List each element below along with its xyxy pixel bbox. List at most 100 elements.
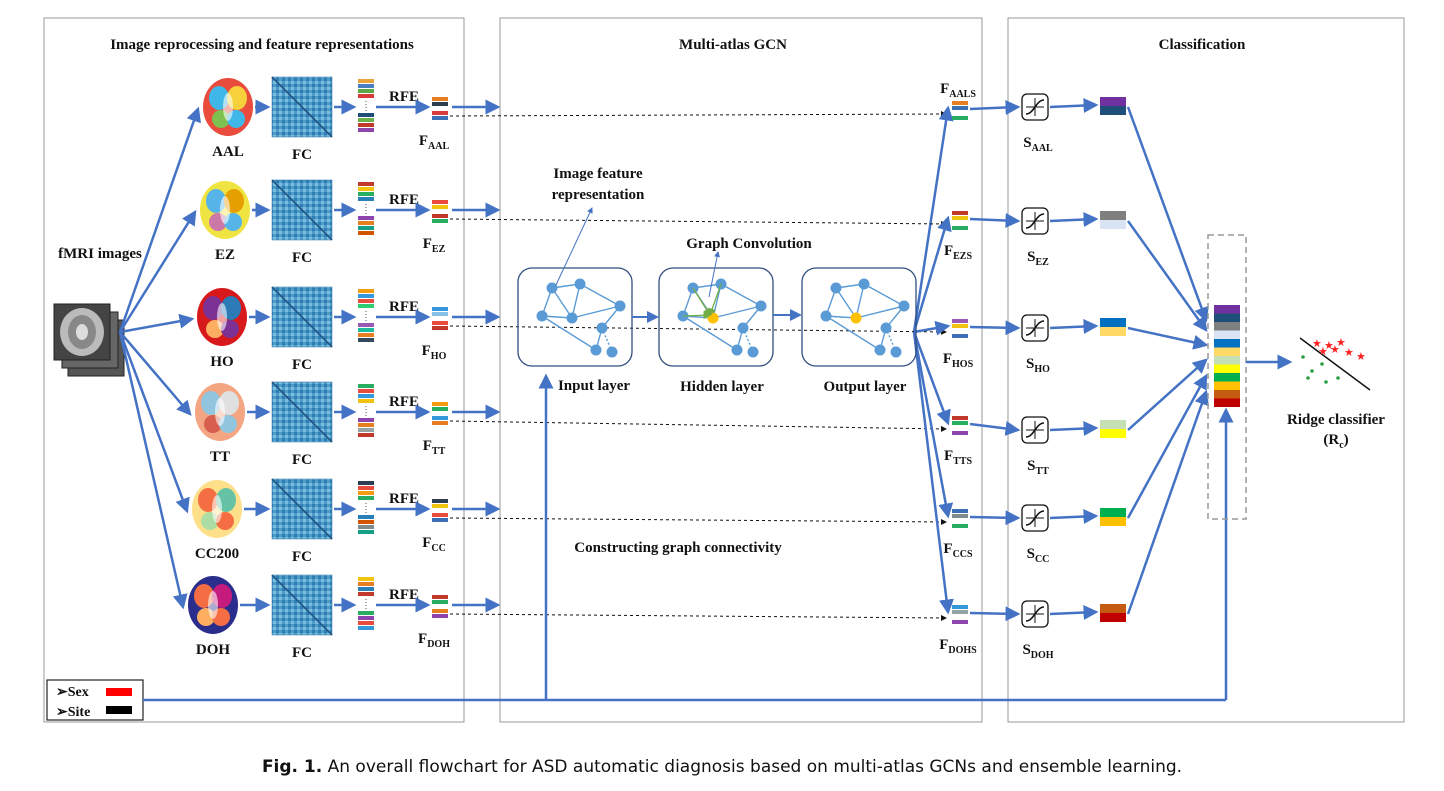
gcn-output-label: FHOS xyxy=(943,351,974,370)
atlas-row-doh: DOH FC RFE FDOH FDOHS SDOH xyxy=(118,331,1209,661)
brain-icon-tt xyxy=(195,383,245,441)
score-vector xyxy=(1100,508,1126,526)
rfe-label: RFE xyxy=(389,491,419,507)
atlas-name: EZ xyxy=(215,247,235,263)
feature-vector xyxy=(358,289,374,342)
svg-text:★: ★ xyxy=(1330,343,1340,356)
rfe-label: RFE xyxy=(389,299,419,315)
selected-feature-vector xyxy=(432,499,448,522)
selected-feature-vector xyxy=(432,402,448,425)
atlas-row-ez: EZ FC RFE FEZ FEZS SEZ xyxy=(118,179,1208,333)
ensemble-cell xyxy=(1214,390,1240,399)
gcn-output-vector xyxy=(952,101,968,120)
fc-label: FC xyxy=(292,549,312,565)
gcn-output-vector xyxy=(952,416,968,435)
atlas-name: AAL xyxy=(212,144,244,160)
rfe-label: RFE xyxy=(389,587,419,603)
sex-label: ➢Sex xyxy=(56,685,89,700)
selected-feature-vector xyxy=(432,97,448,120)
left-panel-title: Image reprocessing and feature represent… xyxy=(110,37,414,53)
fmri-label: fMRI images xyxy=(58,246,142,262)
svg-text:★: ★ xyxy=(1336,336,1346,349)
phenotype-box xyxy=(46,679,144,721)
fc-label: FC xyxy=(292,147,312,163)
svg-text:★: ★ xyxy=(1318,345,1328,358)
feature-vector xyxy=(358,481,374,534)
atlas-row-aal: AAL FC RFE FAAL FAALS SAAL xyxy=(118,76,1209,333)
fmri-stack-icon xyxy=(53,303,125,377)
gcn-output-vector xyxy=(952,509,968,528)
brain-icon-cc200 xyxy=(192,480,242,538)
atlas-name: CC200 xyxy=(195,546,239,562)
graph-output xyxy=(820,278,910,358)
output-layer-label: Output layer xyxy=(824,379,907,395)
fc-label: FC xyxy=(292,357,312,373)
ensemble-cell xyxy=(1214,381,1240,390)
feature-label: FDOH xyxy=(418,631,450,650)
fc-label: FC xyxy=(292,645,312,661)
selected-feature-vector xyxy=(432,200,448,223)
graph-convolution-label: Graph Convolution xyxy=(686,236,812,252)
svg-text:★: ★ xyxy=(1324,339,1334,352)
brain-icon-aal xyxy=(203,78,253,136)
atlas-name: DOH xyxy=(196,642,231,658)
sigmoid-icon xyxy=(1021,207,1049,235)
graph-input xyxy=(536,278,626,358)
score-label: SEZ xyxy=(1027,249,1049,268)
rfe-label: RFE xyxy=(389,394,419,410)
left-panel xyxy=(43,17,465,723)
middle-panel xyxy=(499,17,983,723)
score-label: SAAL xyxy=(1023,135,1053,154)
gcn-output-label: FDOHS xyxy=(939,637,977,656)
gcn-output-label: FTTS xyxy=(944,448,973,467)
site-swatch xyxy=(106,706,132,714)
figure-caption: Fig. 1. An overall flowchart for ASD aut… xyxy=(262,757,1182,777)
ensemble-cell xyxy=(1214,373,1240,382)
graph-hidden xyxy=(677,278,767,358)
atlas-row-tt: TT FC RFE FTT FTTS STT xyxy=(119,331,1208,477)
selected-feature-vector xyxy=(432,595,448,618)
image-feature-label-1: Image feature xyxy=(553,166,643,182)
gcn-output-label: FEZS xyxy=(944,243,973,262)
gcn-output-vector xyxy=(952,319,968,338)
score-label: SDOH xyxy=(1022,642,1053,661)
ensemble-cell xyxy=(1214,347,1240,356)
brain-icon-ez xyxy=(200,181,250,239)
right-panel xyxy=(1007,17,1405,723)
sigmoid-icon xyxy=(1021,314,1049,342)
sigmoid-icon xyxy=(1021,504,1049,532)
rfe-label: RFE xyxy=(389,89,419,105)
score-label: STT xyxy=(1027,458,1049,477)
svg-text:★: ★ xyxy=(1312,337,1322,350)
score-vector xyxy=(1100,420,1126,438)
ensemble-cell xyxy=(1214,322,1240,331)
atlas-name: HO xyxy=(210,354,233,370)
score-vector xyxy=(1100,318,1126,336)
middle-panel-title: Multi-atlas GCN xyxy=(679,37,787,53)
feature-label: FHO xyxy=(422,343,447,362)
output-layer-box xyxy=(801,267,917,367)
feature-label: FCC xyxy=(422,535,446,554)
score-vector xyxy=(1100,97,1126,115)
image-feature-label-2: representation xyxy=(552,187,645,203)
gcn-output-vector xyxy=(952,211,968,230)
score-label: SHO xyxy=(1026,356,1050,375)
score-vector xyxy=(1100,604,1126,622)
ensemble-cell xyxy=(1214,313,1240,322)
ensemble-cell xyxy=(1214,330,1240,339)
feature-label: FAAL xyxy=(419,133,450,152)
gcn-output-label: FCCS xyxy=(943,541,973,560)
atlas-name: TT xyxy=(210,449,230,465)
feature-vector xyxy=(358,577,374,630)
gcn-block xyxy=(517,267,917,367)
sex-swatch xyxy=(106,688,132,696)
selected-feature-vector xyxy=(432,307,448,330)
sigmoid-icon xyxy=(1021,416,1049,444)
sigmoid-icon xyxy=(1021,93,1049,121)
feature-vector xyxy=(358,384,374,437)
feature-label: FTT xyxy=(423,438,446,457)
fc-label: FC xyxy=(292,452,312,468)
ensemble-cell xyxy=(1214,339,1240,348)
brain-icon-doh xyxy=(188,576,238,634)
